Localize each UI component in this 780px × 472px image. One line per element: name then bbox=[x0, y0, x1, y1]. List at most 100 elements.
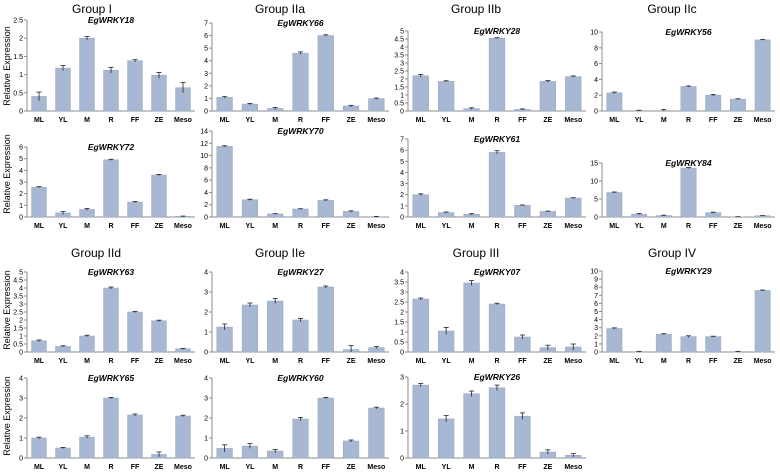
y-tick-label: 0.5 bbox=[394, 340, 404, 347]
x-tick-label: R bbox=[686, 358, 691, 365]
x-tick-label: ZE bbox=[155, 223, 164, 230]
bar-egwrky28-ze bbox=[539, 81, 556, 112]
y-tick-label: 5 bbox=[19, 270, 23, 277]
y-tick-label: 1 bbox=[204, 330, 208, 337]
x-tick-label: Meso bbox=[754, 358, 772, 365]
bar-egwrky84-r bbox=[680, 167, 697, 218]
y-tick-label: 1 bbox=[204, 436, 208, 443]
x-tick-label: M bbox=[661, 223, 667, 230]
y-tick-label: 4 bbox=[19, 168, 23, 175]
y-tick-label: 3.5 bbox=[394, 53, 404, 60]
y-tick-label: 7 bbox=[594, 293, 598, 300]
x-tick-label: YL bbox=[59, 358, 69, 365]
y-tick-label: 2 bbox=[204, 310, 208, 317]
y-tick-label: 1 bbox=[594, 341, 598, 348]
y-tick-label: 2 bbox=[400, 402, 404, 409]
bar-egwrky60-ze bbox=[342, 440, 360, 459]
group-title-iv: Group IV bbox=[648, 246, 696, 260]
bar-egwrky66-meso bbox=[368, 98, 385, 112]
y-tick-label: 1 bbox=[19, 334, 23, 341]
y-tick-label: 2 bbox=[594, 333, 598, 340]
y-axis-label-row4: Relative Expression bbox=[2, 376, 12, 456]
bar-egwrky72-ff bbox=[127, 201, 143, 218]
y-tick-label: 0 bbox=[400, 215, 404, 222]
chart-title: EgWRKY84 bbox=[665, 158, 712, 168]
bar-egwrky65-m bbox=[79, 436, 95, 459]
chart-title: EgWRKY70 bbox=[277, 126, 324, 136]
y-tick-label: 2 bbox=[400, 192, 404, 199]
y-tick-label: 2 bbox=[400, 310, 404, 317]
x-tick-label: FF bbox=[322, 117, 331, 124]
panel-egwrky27: 0 1 2 3 4 ML YL M R FF ZE Meso EgWRKY27 bbox=[204, 267, 389, 365]
y-tick-label: 6 bbox=[594, 61, 598, 68]
x-tick-label: FF bbox=[322, 223, 331, 230]
x-tick-label: R bbox=[494, 117, 499, 124]
bar-egwrky26-r bbox=[488, 387, 506, 459]
bar-egwrky70-ff bbox=[317, 200, 334, 218]
x-tick-label: YL bbox=[245, 358, 255, 365]
chart-title: EgWRKY56 bbox=[665, 27, 712, 37]
x-tick-label: M bbox=[661, 358, 667, 365]
bar-egwrky28-ml bbox=[412, 75, 429, 112]
x-tick-label: FF bbox=[518, 223, 527, 230]
y-tick-label: 8 bbox=[594, 45, 598, 52]
bar-egwrky56-ze bbox=[730, 98, 746, 112]
x-tick-label: YL bbox=[635, 358, 645, 365]
x-tick-label: FF bbox=[131, 223, 140, 230]
y-tick-label: 10 bbox=[590, 179, 598, 186]
x-tick-label: R bbox=[494, 358, 499, 365]
x-tick-label: FF bbox=[518, 464, 527, 471]
bar-egwrky56-meso bbox=[754, 39, 771, 112]
x-tick-label: Meso bbox=[367, 223, 385, 230]
bar-egwrky18-yl bbox=[55, 67, 71, 112]
bar-egwrky65-r bbox=[103, 397, 119, 459]
x-tick-label: YL bbox=[442, 464, 452, 471]
y-tick-label: 4 bbox=[204, 190, 208, 197]
x-tick-label: ZE bbox=[733, 358, 742, 365]
y-tick-label: 4 bbox=[400, 45, 404, 52]
bar-egwrky18-ze bbox=[151, 75, 167, 112]
y-tick-label: 3 bbox=[400, 290, 404, 297]
x-tick-label: ML bbox=[34, 358, 45, 365]
y-tick-label: 6 bbox=[594, 301, 598, 308]
x-tick-label: ZE bbox=[155, 464, 164, 471]
y-tick-label: 2 bbox=[19, 416, 23, 423]
y-tick-label: 4 bbox=[594, 317, 598, 324]
bar-egwrky07-r bbox=[488, 303, 506, 353]
y-tick-label: 2 bbox=[19, 191, 23, 198]
panel-egwrky70: 0 2 4 6 8 10 12 14 ML YL M R FF ZE Meso EgWRKY70 bbox=[200, 126, 389, 230]
x-tick-label: FF bbox=[518, 117, 527, 124]
x-tick-label: M bbox=[84, 223, 90, 230]
bar-egwrky26-yl bbox=[438, 418, 455, 459]
bar-egwrky29-m bbox=[655, 333, 672, 353]
x-tick-label: YL bbox=[59, 117, 69, 124]
y-tick-label: 1 bbox=[400, 429, 404, 436]
x-tick-label: YL bbox=[245, 223, 255, 230]
bar-egwrky65-meso bbox=[175, 415, 191, 459]
x-tick-label: YL bbox=[245, 464, 255, 471]
x-tick-label: M bbox=[469, 464, 475, 471]
x-tick-label: M bbox=[272, 358, 278, 365]
bar-egwrky28-yl bbox=[438, 81, 455, 112]
x-tick-label: M bbox=[272, 223, 278, 230]
x-tick-label: ML bbox=[609, 358, 620, 365]
y-tick-label: 3 bbox=[19, 302, 23, 309]
x-tick-label: YL bbox=[59, 464, 69, 471]
y-tick-label: 4 bbox=[204, 58, 208, 65]
y-tick-label: 0 bbox=[594, 215, 598, 222]
y-tick-label: 0.5 bbox=[13, 90, 23, 97]
y-tick-label: 0 bbox=[19, 215, 23, 222]
y-tick-label: 2.5 bbox=[394, 300, 404, 307]
x-tick-label: Meso bbox=[564, 117, 582, 124]
bar-egwrky70-r bbox=[292, 208, 309, 218]
x-tick-label: M bbox=[469, 358, 475, 365]
y-tick-label: 2 bbox=[204, 83, 208, 90]
y-tick-label: 12 bbox=[200, 141, 208, 148]
x-tick-label: Meso bbox=[564, 358, 582, 365]
chart-title: EgWRKY60 bbox=[277, 373, 324, 383]
y-tick-label: 5 bbox=[400, 29, 404, 36]
x-tick-label: ZE bbox=[347, 117, 356, 124]
y-tick-label: 1 bbox=[19, 203, 23, 210]
bar-egwrky70-ml bbox=[216, 146, 233, 218]
y-axis-label-row2: Relative Expression bbox=[2, 134, 12, 214]
